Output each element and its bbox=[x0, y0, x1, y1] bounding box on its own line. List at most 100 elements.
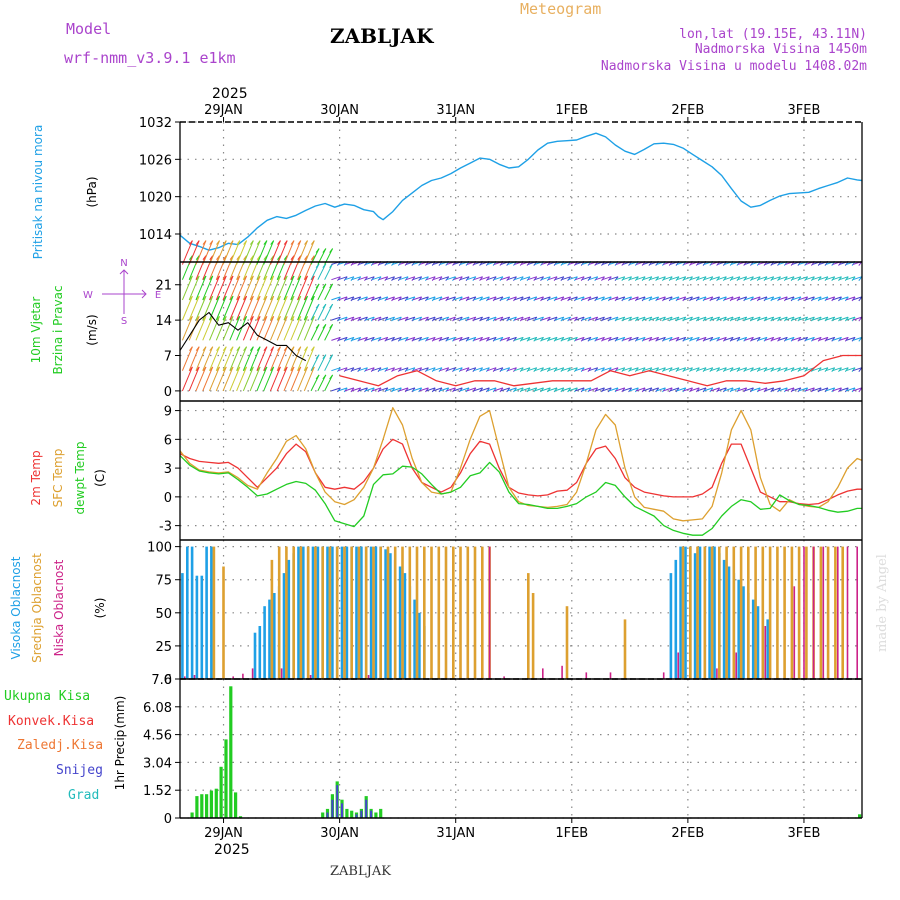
wind-barb bbox=[663, 316, 673, 322]
wind-barb-flag bbox=[391, 296, 395, 302]
wind-barb-flag bbox=[621, 316, 626, 322]
wind-barb-shaft bbox=[419, 336, 429, 341]
wind-barb-flag bbox=[472, 387, 477, 393]
wind-barb-shaft bbox=[723, 316, 734, 321]
wind-barb bbox=[541, 296, 551, 302]
wind-barb-shaft bbox=[473, 387, 483, 392]
wind-barb-shaft bbox=[269, 346, 281, 371]
wind-barb-flag bbox=[397, 296, 402, 302]
wind-barb-flag bbox=[574, 296, 578, 302]
wind-barb-flag bbox=[587, 296, 592, 302]
wind-barb bbox=[439, 336, 450, 342]
wind-barb-flag bbox=[641, 316, 646, 322]
wind-barb bbox=[656, 296, 666, 302]
wind-barb-shaft bbox=[561, 387, 571, 392]
wind-barb-shaft bbox=[717, 316, 727, 321]
wind-barb-flag bbox=[322, 248, 327, 253]
wind-barb bbox=[845, 296, 856, 302]
wind-barb-shaft bbox=[561, 316, 571, 321]
wind-barb-shaft bbox=[696, 316, 707, 321]
wind-barb-shaft bbox=[222, 366, 234, 392]
wind-barb bbox=[757, 276, 768, 281]
wind-barb-flag bbox=[243, 346, 247, 351]
wind-barb bbox=[195, 240, 207, 265]
wind-barb-shaft bbox=[338, 367, 348, 372]
wind-barb-flag bbox=[783, 387, 788, 393]
wind-barb bbox=[229, 346, 241, 371]
wind-barb-shaft bbox=[317, 303, 327, 321]
wind-barb-shaft bbox=[242, 240, 254, 265]
wind-barb-shaft bbox=[181, 366, 193, 392]
wind-barb-shaft bbox=[351, 387, 361, 392]
wind-barb-shaft bbox=[554, 296, 565, 301]
wind-barb-shaft bbox=[215, 275, 227, 301]
wind-barb-shaft bbox=[405, 296, 416, 301]
x-tick-label-bottom: 3FEB bbox=[788, 826, 821, 841]
wind-barb-flag bbox=[485, 387, 490, 393]
wind-barb-flag bbox=[391, 337, 395, 342]
wind-barb-flag bbox=[397, 387, 402, 393]
wind-barb bbox=[669, 316, 680, 322]
wind-barb-shaft bbox=[520, 296, 531, 301]
wind-barb-shaft bbox=[310, 324, 320, 341]
y-tick-label: 21 bbox=[155, 279, 172, 294]
cloud-bar bbox=[273, 593, 276, 679]
wind-barb-shaft bbox=[426, 316, 436, 321]
wind-barb bbox=[358, 296, 368, 302]
wind-barb-flag bbox=[519, 276, 524, 281]
wind-barb bbox=[568, 387, 578, 393]
wind-barb-flag bbox=[506, 367, 511, 372]
station-title: ZABLJAK bbox=[330, 24, 434, 48]
wind-barb-flag bbox=[567, 296, 572, 302]
wind-barb-shaft bbox=[188, 295, 200, 321]
wind-barb-flag bbox=[249, 240, 254, 245]
wind-barb-shaft bbox=[690, 276, 700, 281]
wind-barb-shaft bbox=[737, 276, 747, 281]
wind-barb bbox=[365, 316, 375, 322]
wind-barb-flag bbox=[249, 346, 254, 351]
wind-barb-shaft bbox=[615, 336, 625, 341]
cloud-bar bbox=[452, 546, 455, 679]
wind-barb-shaft bbox=[310, 374, 320, 392]
wind-barb-flag bbox=[438, 296, 443, 302]
wind-barb bbox=[663, 367, 673, 372]
wind-barb bbox=[331, 296, 341, 302]
wind-barb-flag bbox=[506, 337, 511, 342]
wind-barb-flag bbox=[546, 296, 551, 302]
cloud-bar bbox=[326, 546, 329, 679]
wind-barb-flag bbox=[519, 337, 524, 342]
wind-barb-flag bbox=[357, 316, 362, 322]
wind-barb-shaft bbox=[385, 316, 395, 321]
wind-barb bbox=[812, 367, 822, 372]
wind-barb bbox=[784, 336, 795, 342]
wind-barb bbox=[784, 367, 795, 372]
wind-barb-flag bbox=[736, 337, 741, 342]
wind-barb bbox=[426, 367, 436, 372]
wind-barb-shaft bbox=[710, 276, 720, 281]
wind-barb-shaft bbox=[764, 316, 774, 321]
cloud-bar bbox=[739, 546, 743, 679]
wind-barb-shaft bbox=[310, 283, 320, 301]
wind-barb bbox=[500, 316, 511, 322]
dir-north: N bbox=[120, 258, 127, 269]
wind-barb bbox=[338, 316, 348, 322]
wind-barb-shaft bbox=[595, 387, 605, 392]
wind-barb-shaft bbox=[663, 276, 673, 281]
wind-barb-shaft bbox=[839, 296, 849, 301]
wind-barb-flag bbox=[472, 367, 477, 372]
wind-barb bbox=[778, 336, 788, 342]
cloud-bar bbox=[372, 546, 375, 679]
wind-barb-shaft bbox=[446, 276, 456, 281]
wind-barb-shaft bbox=[344, 336, 355, 341]
wind-barb bbox=[798, 296, 809, 302]
cloud-bar bbox=[718, 546, 721, 679]
cloud-bar bbox=[200, 575, 204, 679]
wind-barb-flag bbox=[411, 296, 416, 302]
wind-barb-shaft bbox=[222, 240, 234, 265]
wind-barb-flag bbox=[695, 296, 700, 302]
wind-barb bbox=[331, 387, 341, 393]
cloud-bar bbox=[331, 546, 334, 679]
wind-barb-shaft bbox=[534, 296, 544, 301]
wind-barb-flag bbox=[411, 276, 416, 281]
cloud-bar bbox=[710, 546, 714, 679]
